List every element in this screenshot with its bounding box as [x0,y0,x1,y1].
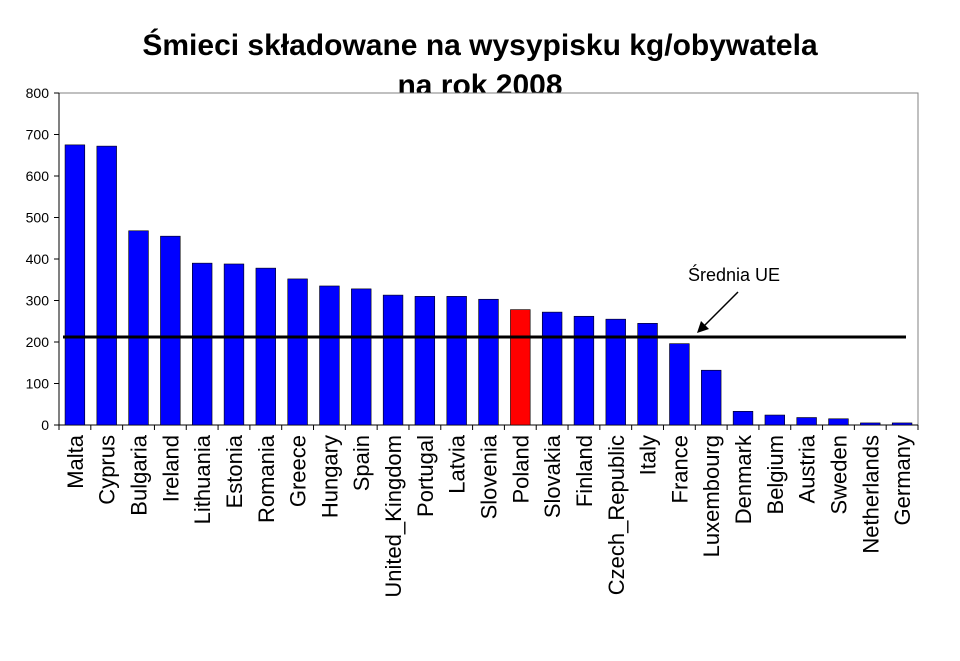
x-tick-label: Slovenia [477,434,502,519]
bar-slovakia [541,311,563,426]
x-tick-label: Netherlands [858,435,883,554]
bar-germany [891,422,913,426]
bar-italy [637,323,658,426]
x-tick-label: Bulgaria [127,434,152,515]
bar-poland [510,309,531,426]
y-tick-label: 700 [26,127,50,143]
eu-average-label: Średnia UE [688,264,780,285]
x-tick-label: Germany [890,435,915,525]
x-tick-label: Greece [286,435,311,507]
x-tick-label: Portugal [413,435,438,517]
bar-spain [351,288,372,426]
bar-austria [796,417,817,426]
x-tick-label: Latvia [445,434,470,493]
bar-lithuania [192,262,213,426]
bar-czech-republic [605,318,626,426]
bar-netherlands [860,422,881,426]
x-tick-label: Spain [349,435,374,491]
bar-estonia [223,263,245,426]
annotation-arrow-line [701,291,739,329]
y-tick-label: 400 [26,251,50,267]
x-tick-label: Luxembourg [699,435,724,557]
bar-slovenia [478,298,499,426]
y-tick-label: 300 [26,293,50,309]
y-tick-label: 0 [41,417,49,433]
bar-romania [255,267,276,426]
x-tick-label: Estonia [222,434,247,508]
bar-cyprus [96,145,117,426]
x-tick-label: Slovakia [540,434,565,518]
x-tick-label: Belgium [763,435,788,514]
x-tick-label: France [667,435,692,503]
bar-malta [64,144,86,426]
bar-latvia [446,296,467,426]
bar-united-kingdom [382,294,404,426]
y-tick-label: 800 [26,85,50,101]
x-tick-label: United_Kingdom [381,435,406,598]
bar-denmark [732,411,754,426]
bar-luxembourg [701,369,722,426]
x-tick-label: Poland [508,435,533,504]
y-tick-label: 100 [26,376,50,392]
bar-hungary [319,285,340,426]
x-tick-label: Czech_Republic [604,435,629,595]
x-tick-label: Romania [254,434,279,523]
bar-belgium [764,414,785,426]
bar-greece [287,278,308,426]
x-tick-label: Ireland [158,435,183,502]
chart-title-line-1: Śmieci składowane na wysypisku kg/obywat… [142,29,818,62]
y-tick-label: 200 [26,334,50,350]
x-tick-label: Finland [572,435,597,507]
bar-france [669,343,690,426]
bar-portugal [414,296,436,426]
chart-title: Śmieci składowane na wysypisku kg/obywat… [0,26,960,106]
x-tick-label: Denmark [731,434,756,524]
x-tick-label: Austria [795,434,820,503]
x-tick-label: Italy [636,435,661,475]
x-tick-label: Sweden [826,435,851,515]
bar-bulgaria [128,230,149,426]
y-tick-label: 600 [26,168,50,184]
x-tick-label: Malta [63,434,88,489]
bar-sweden [828,418,849,426]
bar-ireland [160,235,181,426]
x-tick-label: Cyprus [95,435,120,505]
bar-finland [573,315,595,426]
annotation-arrow-head [697,321,709,333]
x-tick-label: Hungary [317,435,342,518]
y-tick-label: 500 [26,210,50,226]
x-tick-label: Lithuania [190,434,215,524]
